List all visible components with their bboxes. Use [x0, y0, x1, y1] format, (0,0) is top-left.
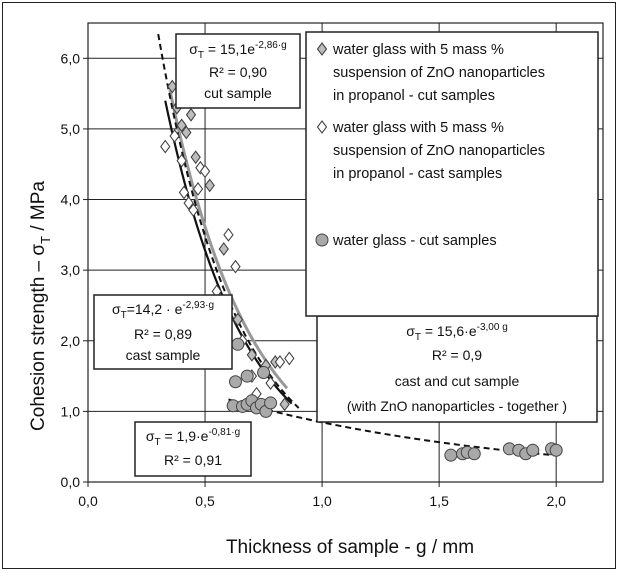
data-point-series-3	[228, 375, 242, 389]
legend-label-2: in propanol - cast samples	[333, 166, 502, 182]
legend-marker-1	[316, 42, 328, 56]
y-tick-label: 4,0	[61, 192, 81, 208]
x-tick-label: 1,5	[429, 493, 449, 509]
data-point-series-3	[526, 443, 540, 457]
data-point-series-2	[265, 376, 276, 391]
data-point-series-3	[264, 396, 278, 410]
data-point-series-3	[240, 369, 254, 383]
y-tick-label: 2,0	[61, 333, 81, 349]
y-tick-label: 1,0	[61, 403, 81, 419]
data-point-series-1	[176, 118, 187, 133]
annotation-cast-and-cut: σT = 15,6·e-3,00 g R² = 0,9 cast and cut…	[316, 315, 598, 423]
annotation-cast-sample: σT=14,2 · e-2,93·g R² = 0,89 cast sample	[93, 294, 233, 370]
y-tick-label: 5,0	[61, 121, 81, 137]
data-point-series-2	[199, 164, 211, 179]
y-tick-label: 3,0	[61, 262, 81, 278]
svg-text:σT = 15,1e-2,86·g: σT = 15,1e-2,86·g	[189, 40, 286, 61]
plot-area	[87, 22, 604, 483]
legend: water glass with 5 mass % suspension of Z…	[305, 31, 599, 317]
data-point-series-2	[223, 227, 234, 242]
y-tick-label: 6,0	[61, 50, 81, 66]
data-point-series-3	[231, 337, 245, 351]
data-point-series-1	[181, 125, 192, 140]
svg-text:R² = 0,90: R² = 0,90	[209, 64, 267, 80]
data-point-series-2	[284, 351, 295, 366]
data-point-series-1	[190, 150, 201, 165]
legend-label-1: suspension of ZnO nanoparticles	[333, 65, 545, 81]
x-tick-label: 1,0	[312, 493, 332, 509]
data-point-series-3	[257, 366, 271, 380]
data-point-series-2	[192, 182, 204, 196]
y-tick-label: 0,0	[61, 474, 81, 490]
legend-label-1: in propanol - cut samples	[333, 88, 495, 104]
svg-text:R² = 0,91: R² = 0,91	[164, 452, 222, 468]
data-point-series-2	[230, 259, 241, 274]
svg-text:R² = 0,9: R² = 0,9	[432, 347, 482, 363]
data-point-series-3	[467, 447, 481, 461]
data-point-series-1	[246, 347, 258, 362]
data-point-series-2	[169, 129, 180, 143]
data-point-series-2	[160, 139, 171, 154]
data-point-series-2	[178, 185, 190, 200]
svg-text:cast sample: cast sample	[126, 347, 201, 363]
legend-label-2: suspension of ZnO nanoparticles	[333, 143, 545, 159]
data-point-series-1	[232, 312, 244, 327]
svg-text:cut sample: cut sample	[204, 85, 272, 101]
data-point-series-2	[274, 355, 286, 369]
svg-text:R² = 0,89: R² = 0,89	[134, 326, 192, 342]
annotation-water-glass: σT = 1,9·e-0,81·g R² = 0,91	[134, 421, 252, 477]
svg-text:(with ZnO nanoparticles - toge: (with ZnO nanoparticles - together )	[347, 398, 567, 414]
svg-text:σT = 1,9·e-0,81·g: σT = 1,9·e-0,81·g	[146, 427, 240, 448]
figure-frame	[2, 2, 616, 569]
x-tick-label: 2,0	[546, 493, 566, 509]
y-axis-title: Cohesion strength – σT / MPa	[28, 181, 53, 431]
data-point-series-3	[549, 443, 563, 457]
legend-label-3: water glass - cut samples	[332, 233, 497, 249]
data-point-series-3	[444, 448, 458, 462]
data-point-series-1	[279, 397, 290, 412]
data-point-series-2	[183, 196, 194, 210]
data-point-series-1	[185, 107, 197, 122]
annotation-cut-sample: σT = 15,1e-2,86·g R² = 0,90 cut sample	[175, 33, 301, 109]
data-point-series-1	[218, 242, 229, 256]
x-tick-label: 0,0	[78, 493, 98, 509]
data-points	[160, 79, 563, 462]
tick-labels: 0,0 1,0 2,0 3,0 4,0 5,0 6,0 0,0 0,5 1,0 1,5 2,0	[61, 50, 567, 509]
legend-marker-2	[316, 120, 328, 134]
svg-text:σT = 15,6·e-3,00 g: σT = 15,6·e-3,00 g	[406, 322, 508, 343]
x-axis-title: Thickness of sample - g / mm	[226, 537, 474, 558]
legend-label-1: water glass with 5 mass %	[332, 42, 504, 58]
svg-text:cast and cut sample: cast and cut sample	[395, 373, 520, 389]
legend-label-2: water glass with 5 mass %	[332, 120, 504, 136]
data-point-series-1	[204, 178, 215, 193]
data-point-series-2	[188, 203, 199, 218]
data-point-series-2	[176, 153, 187, 168]
x-tick-label: 0,5	[195, 493, 215, 509]
svg-text:σT=14,2 · e-2,93·g: σT=14,2 · e-2,93·g	[112, 300, 214, 321]
legend-marker-3	[315, 233, 329, 247]
